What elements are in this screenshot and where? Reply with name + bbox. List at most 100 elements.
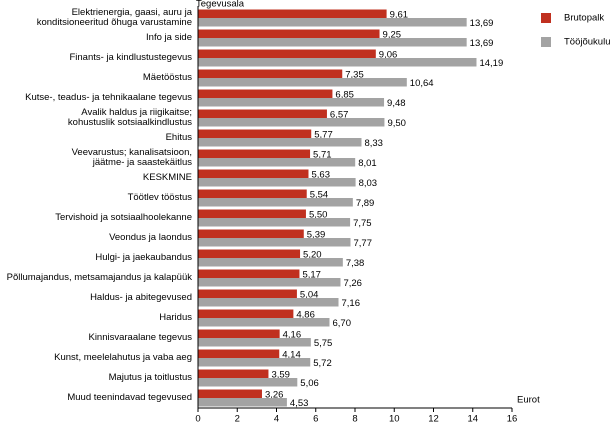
value-label: 7,89 xyxy=(356,198,375,209)
value-label: 8,33 xyxy=(364,138,383,149)
value-label: 5,39 xyxy=(307,229,326,240)
bar xyxy=(198,218,351,227)
bar xyxy=(198,18,467,27)
x-tick-label: 16 xyxy=(507,414,518,425)
value-label: 6,70 xyxy=(332,318,351,329)
value-label: 7,77 xyxy=(353,238,372,249)
bar xyxy=(198,78,407,87)
bar xyxy=(198,229,304,238)
legend-swatch xyxy=(541,37,551,47)
bar xyxy=(198,249,301,258)
bar xyxy=(198,389,262,398)
x-tick-label: 10 xyxy=(389,414,400,425)
category-label: Haridus xyxy=(159,312,192,324)
category-label: Kunst, meelelahutus ja vaba aeg xyxy=(54,352,192,364)
category-label: Veondus ja laondus xyxy=(109,232,192,244)
category-label: Elektrienergia, gaasi, auru ja konditsio… xyxy=(36,7,192,28)
value-label: 5,54 xyxy=(310,189,329,200)
value-label: 4,14 xyxy=(282,349,301,360)
bar xyxy=(198,258,343,267)
category-label: Ehitus xyxy=(165,132,192,144)
bar xyxy=(198,98,385,107)
bar xyxy=(198,358,311,367)
category-label: Tervishoid ja sotsiaalhoolekanne xyxy=(55,212,192,224)
category-label: Majutus ja toitlustus xyxy=(108,372,192,384)
value-label: 7,38 xyxy=(346,258,365,269)
value-label: 6,85 xyxy=(335,89,354,100)
bar xyxy=(198,169,309,178)
bar xyxy=(198,58,477,67)
value-label: 3,59 xyxy=(271,369,290,380)
x-tick-label: 14 xyxy=(467,414,478,425)
value-label: 9,06 xyxy=(379,49,398,60)
bar xyxy=(198,278,341,287)
bar xyxy=(198,369,269,378)
bar xyxy=(198,89,333,98)
bar xyxy=(198,149,311,158)
value-label: 8,03 xyxy=(359,178,378,189)
value-label: 10,64 xyxy=(410,78,434,89)
legend-label: Brutopalk xyxy=(564,13,604,24)
value-label: 4,86 xyxy=(296,309,315,320)
category-label: Mäetööstus xyxy=(142,72,192,84)
legend-swatch xyxy=(541,13,551,23)
bar xyxy=(198,209,306,218)
value-label: 3,26 xyxy=(265,389,284,400)
bar xyxy=(198,378,298,387)
x-tick-label: 12 xyxy=(428,414,439,425)
category-label: Töötlev tööstus xyxy=(127,192,192,204)
value-label: 7,16 xyxy=(342,298,361,309)
category-label: Haldus- ja abitegevused xyxy=(90,292,192,304)
category-label: Muud teenindavad tegevused xyxy=(67,392,192,404)
bar xyxy=(198,109,327,118)
bar xyxy=(198,118,385,127)
value-label: 5,06 xyxy=(300,378,319,389)
value-label: 6,57 xyxy=(330,109,349,120)
bar xyxy=(198,309,294,318)
bar xyxy=(198,49,376,58)
category-label: Kutse-, teadus- ja tehnikaalane tegevus xyxy=(25,92,192,104)
bar xyxy=(198,398,287,407)
x-tick-label: 0 xyxy=(195,414,200,425)
value-label: 5,63 xyxy=(311,169,330,180)
value-label: 5,72 xyxy=(313,358,332,369)
value-label: 5,71 xyxy=(313,149,332,160)
value-label: 5,77 xyxy=(314,129,333,140)
bar xyxy=(198,238,351,247)
value-label: 9,61 xyxy=(390,9,409,20)
value-label: 9,48 xyxy=(387,98,406,109)
bar xyxy=(198,129,312,138)
value-label: 4,53 xyxy=(290,398,309,409)
x-tick-label: 4 xyxy=(274,414,279,425)
value-label: 5,20 xyxy=(303,249,322,260)
value-label: 14,19 xyxy=(479,58,503,69)
category-label: KESKMINE xyxy=(142,172,192,184)
bar xyxy=(198,269,300,278)
value-label: 5,75 xyxy=(314,338,333,349)
x-tick-label: 8 xyxy=(352,414,357,425)
value-label: 7,75 xyxy=(353,218,372,229)
category-label: Veevarustus; kanalisatsioon, jäätme- ja … xyxy=(71,147,192,168)
x-tick-label: 2 xyxy=(235,414,240,425)
bar xyxy=(198,9,387,18)
value-label: 5,04 xyxy=(300,289,319,300)
x-tick-label: 6 xyxy=(313,414,318,425)
value-label: 7,35 xyxy=(345,69,364,80)
bar xyxy=(198,29,380,38)
value-label: 13,69 xyxy=(470,38,494,49)
value-label: 8,01 xyxy=(358,158,377,169)
value-label: 9,25 xyxy=(383,29,402,40)
bar xyxy=(198,318,330,327)
bar xyxy=(198,198,353,207)
value-label: 5,17 xyxy=(302,269,321,280)
bar xyxy=(198,69,343,78)
category-label: Info ja side xyxy=(146,32,192,44)
value-label: 7,26 xyxy=(343,278,362,289)
category-label: Kinnisvaraalane tegevus xyxy=(88,332,192,344)
bar xyxy=(198,349,280,358)
bar xyxy=(198,158,356,167)
category-label: Finants- ja kindlustustegevus xyxy=(69,52,192,64)
bar xyxy=(198,178,356,187)
y-axis-title: Tegevusala xyxy=(196,0,245,10)
